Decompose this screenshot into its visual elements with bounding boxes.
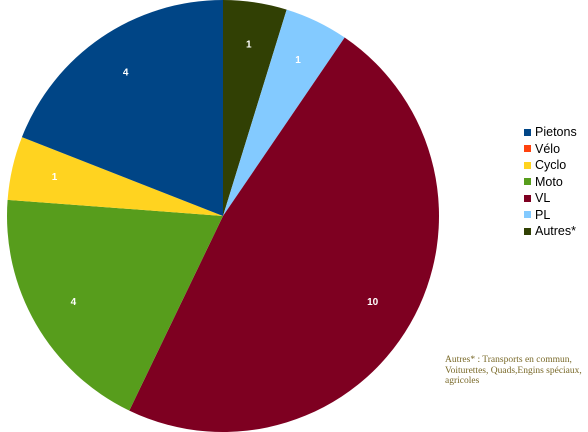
- data-label-autres: 1: [246, 40, 252, 51]
- pie-slice-pietons: [21, 0, 223, 216]
- legend-item-v-lo: Vélo: [524, 141, 577, 158]
- legend-label: Moto: [535, 174, 563, 189]
- legend-swatch: [524, 211, 531, 219]
- legend-swatch: [524, 161, 531, 169]
- data-label-pl: 1: [295, 55, 301, 66]
- legend: Pietons Vélo Cyclo Moto VL PL Autres*: [524, 124, 577, 240]
- legend-swatch: [524, 145, 531, 153]
- legend-label: Cyclo: [535, 158, 567, 173]
- legend-item-pl: PL: [524, 207, 577, 224]
- data-label-moto: 4: [71, 297, 77, 308]
- legend-label: PL: [535, 207, 551, 222]
- legend-label: VL: [535, 191, 551, 206]
- pie-slice-vl: [129, 37, 439, 432]
- legend-label: Pietons: [535, 125, 577, 140]
- pie-slice-moto: [7, 199, 223, 411]
- legend-swatch: [524, 128, 531, 136]
- pie-slice-pl: [223, 9, 345, 217]
- legend-swatch: [524, 178, 531, 186]
- legend-swatch: [524, 194, 531, 202]
- pie-slice-autres: [223, 0, 287, 216]
- legend-item-pietons: Pietons: [524, 124, 577, 141]
- legend-item-autres: Autres*: [524, 223, 577, 240]
- legend-item-moto: Moto: [524, 174, 577, 191]
- legend-item-cyclo: Cyclo: [524, 157, 577, 174]
- footnote: Autres* : Transports en commun, Voituret…: [445, 355, 582, 386]
- data-label-vl: 10: [367, 297, 379, 308]
- data-label-cyclo: 1: [52, 172, 58, 183]
- legend-label: Autres*: [535, 224, 576, 239]
- legend-label: Vélo: [535, 141, 561, 156]
- legend-swatch: [524, 227, 531, 235]
- data-label-pietons: 4: [123, 68, 129, 79]
- pie-slice-cyclo: [7, 137, 224, 216]
- legend-item-vl: VL: [524, 190, 577, 207]
